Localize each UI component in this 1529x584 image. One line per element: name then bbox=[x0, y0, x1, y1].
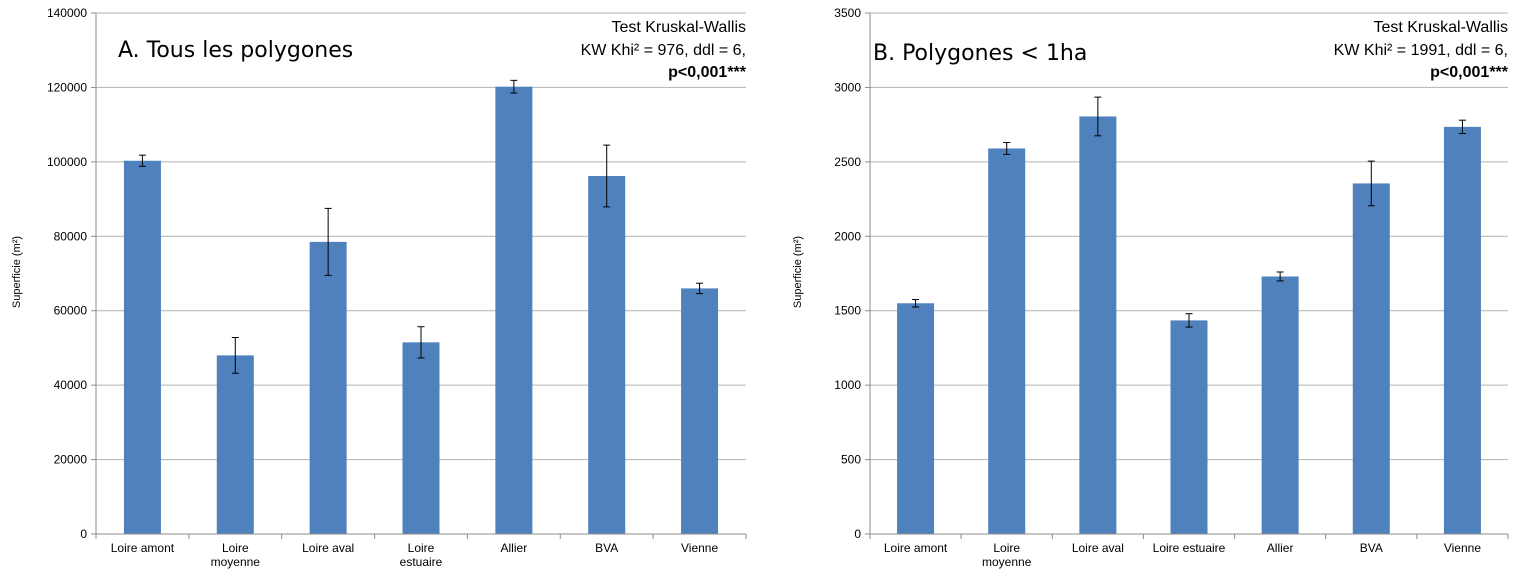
chart-a-category-label-5: Allier bbox=[501, 541, 528, 555]
chart-b-y-tick-labels: 0 500 1000 1500 2000 2500 3000 3500 bbox=[834, 6, 861, 541]
chart-b-bar-1 bbox=[897, 303, 935, 534]
chart-b-category-label-4: Loire estuaire bbox=[1153, 541, 1226, 555]
chart-a-y-tick-label: 40000 bbox=[54, 378, 88, 392]
chart-b-bar-2 bbox=[988, 148, 1026, 534]
chart-b-y-tick-label: 3500 bbox=[834, 6, 861, 20]
chart-b-bar-6 bbox=[1352, 183, 1390, 535]
chart-a-annotation-line-2: KW Khi² = 976, ddl = 6, bbox=[581, 42, 746, 59]
chart-a-y-tick-labels: 0 20000 40000 60000 80000 100000 120000 140000 bbox=[47, 6, 87, 541]
chart-a-category-label-7: Vienne bbox=[681, 541, 718, 555]
chart-a-title: A. Tous les polygones bbox=[118, 38, 353, 63]
chart-a-y-tick-label: 0 bbox=[80, 527, 87, 541]
chart-b-category-labels: Loire amont Loire moyenne Loire aval Loire e… bbox=[884, 541, 1481, 569]
chart-a-y-axis-label: Superficie (m²) bbox=[11, 236, 23, 308]
chart-a-bar-2 bbox=[216, 355, 254, 534]
chart-a-category-label-4: Loire estuaire bbox=[400, 541, 443, 569]
chart-b-annotation-line-3: p<0,001*** bbox=[1430, 64, 1509, 81]
chart-b-bar-4 bbox=[1170, 320, 1208, 534]
chart-a-y-tick-label: 60000 bbox=[54, 304, 88, 318]
chart-b-category-label-7: Vienne bbox=[1444, 541, 1481, 555]
chart-b-y-tick-label: 2000 bbox=[834, 229, 861, 243]
chart-a-error-bars bbox=[138, 79, 704, 374]
chart-a-bar-7 bbox=[681, 288, 719, 534]
chart-a-y-tick-label: 120000 bbox=[47, 80, 87, 94]
chart-b-bar-3 bbox=[1079, 116, 1117, 534]
chart-a-bar-3 bbox=[309, 241, 347, 534]
chart-a-category-labels: Loire amont Loire moyenne Loire aval Loire es… bbox=[111, 541, 719, 569]
chart-a-y-tick-label: 140000 bbox=[47, 6, 87, 20]
chart-a-tous-les-polygones: 020000400006000080000100000120000140000 … bbox=[11, 6, 747, 569]
chart-b-category-label-3: Loire aval bbox=[1072, 541, 1124, 555]
chart-b-y-tick-label: 500 bbox=[841, 453, 861, 467]
chart-a-bar-6 bbox=[588, 175, 626, 534]
chart-b-gridlines bbox=[870, 12, 1508, 461]
chart-b-y-tick-label: 1500 bbox=[834, 304, 861, 318]
chart-b-annotation-line-2: KW Khi² = 1991, ddl = 6, bbox=[1334, 42, 1508, 59]
chart-b-y-tick-label: 1000 bbox=[834, 378, 861, 392]
chart-a-annotation-line-3: p<0,001*** bbox=[668, 64, 747, 81]
chart-a-bar-1 bbox=[123, 160, 161, 534]
chart-b-annotation-line-1: Test Kruskal-Wallis bbox=[1373, 19, 1508, 36]
chart-a-axes bbox=[91, 12, 747, 539]
chart-a-annotation-line-1: Test Kruskal-Wallis bbox=[611, 19, 746, 36]
chart-b-category-label-6: BVA bbox=[1360, 541, 1383, 555]
chart-b-title: B. Polygones < 1ha bbox=[873, 41, 1087, 66]
chart-a-bars bbox=[123, 86, 719, 534]
chart-a-y-tick-label: 20000 bbox=[54, 453, 88, 467]
chart-a-bar-4 bbox=[402, 342, 440, 534]
chart-b-category-label-2: Loire moyenne bbox=[982, 541, 1032, 569]
chart-b-y-tick-label: 2500 bbox=[834, 155, 861, 169]
chart-a-category-label-3: Loire aval bbox=[302, 541, 354, 555]
chart-b-polygones-moins-1ha: 0 500 1000 1500 2000 2500 3000 3500 Loire amont… bbox=[792, 6, 1509, 569]
chart-b-y-tick-label: 3000 bbox=[834, 80, 861, 94]
chart-a-category-label-1: Loire amont bbox=[111, 541, 175, 555]
chart-b-bars bbox=[897, 116, 1481, 535]
chart-a-gridlines bbox=[96, 12, 746, 461]
chart-b-y-axis-label: Superficie (m²) bbox=[792, 236, 804, 308]
chart-b-axes bbox=[865, 12, 1509, 539]
chart-a-bar-5 bbox=[495, 86, 533, 534]
chart-b-bar-5 bbox=[1261, 276, 1299, 534]
chart-b-category-label-5: Allier bbox=[1267, 541, 1294, 555]
chart-b-bar-7 bbox=[1443, 126, 1481, 534]
chart-a-y-tick-label: 80000 bbox=[54, 229, 88, 243]
chart-b-category-label-1: Loire amont bbox=[884, 541, 948, 555]
chart-a-y-tick-label: 100000 bbox=[47, 155, 87, 169]
chart-b-error-bars bbox=[912, 96, 1466, 328]
chart-b-y-tick-label: 0 bbox=[854, 527, 861, 541]
chart-a-category-label-2: Loire moyenne bbox=[211, 541, 261, 569]
chart-a-category-label-6: BVA bbox=[595, 541, 618, 555]
